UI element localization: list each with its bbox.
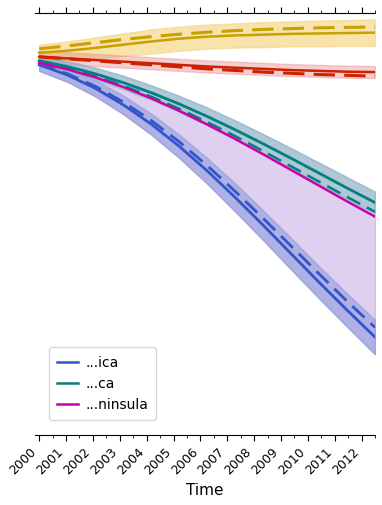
X-axis label: Time: Time — [186, 483, 224, 498]
Legend: ...ica, ...ca, ...ninsula: ...ica, ...ca, ...ninsula — [49, 347, 156, 420]
